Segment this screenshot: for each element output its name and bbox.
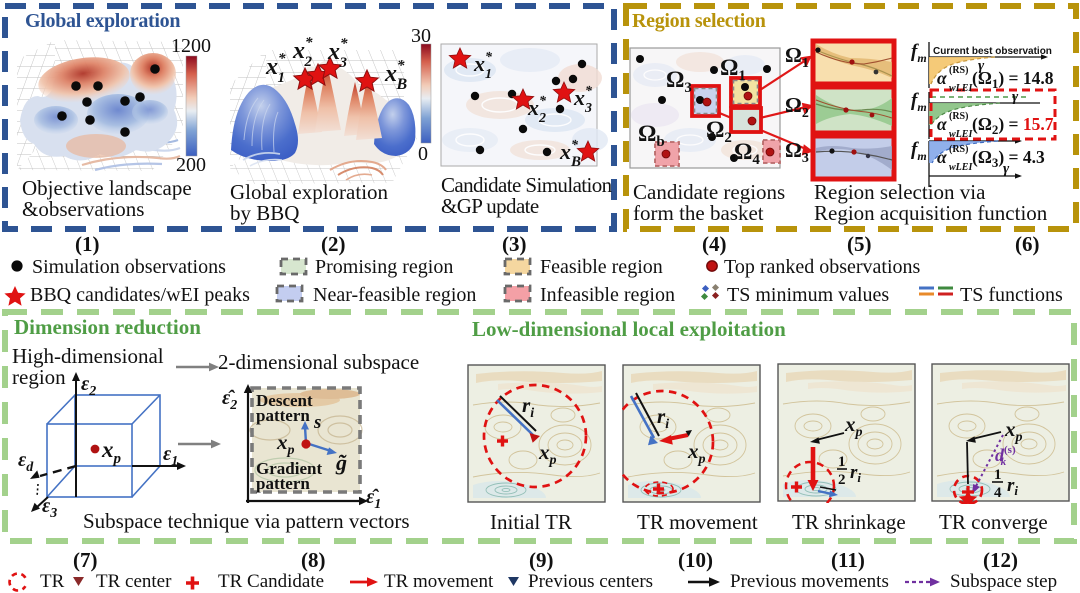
svg-text:x*3: x* 3 — [573, 84, 593, 116]
svg-text:Gradient: Gradient — [256, 459, 322, 478]
svg-text:x*B: x* B — [384, 58, 408, 93]
svg-text:x*2: x* 2 — [292, 35, 313, 70]
svg-text:g̃: g̃ — [335, 450, 347, 475]
svg-text:fm: fm — [911, 90, 927, 114]
svg-text:εd: εd — [18, 449, 34, 475]
svg-text:Descent: Descent — [256, 391, 313, 410]
svg-text:fm: fm — [911, 139, 927, 163]
svg-text:x*B: x* B — [559, 138, 581, 170]
svg-text:x*1: x* 1 — [473, 50, 493, 82]
svg-text:α(RS)wLEI(Ω3) = 4.3: α (RS) wLEI(Ω3) = 4.3 — [937, 144, 1045, 173]
svg-text:s: s — [313, 412, 321, 433]
svg-text:Ω3: Ω3 — [785, 138, 809, 166]
svg-text:fm: fm — [911, 41, 927, 65]
svg-text:4: 4 — [994, 485, 1002, 501]
svg-text:xp: xp — [101, 437, 122, 467]
svg-text:Ω2: Ω2 — [785, 93, 809, 121]
svg-text:200: 200 — [176, 154, 206, 176]
svg-text:1200: 1200 — [171, 35, 211, 57]
svg-text:x*1: x* 1 — [265, 51, 286, 86]
svg-text:Ω4: Ω4 — [734, 139, 760, 168]
svg-text:γ: γ — [1012, 89, 1019, 105]
svg-text:pattern: pattern — [256, 406, 310, 425]
svg-text:0: 0 — [418, 143, 428, 165]
svg-text:Current best observation: Current best observation — [933, 46, 1052, 57]
svg-text:γ: γ — [1003, 161, 1010, 177]
svg-text:2: 2 — [838, 472, 846, 488]
svg-text:α(RS)wLEI(Ω2) = 15.7: α (RS) wLEI(Ω2) = 15.7 — [937, 111, 1054, 140]
svg-text:1: 1 — [994, 467, 1002, 483]
svg-text:pattern: pattern — [256, 474, 310, 493]
svg-text:ri: ri — [1007, 475, 1018, 498]
svg-text:ε3: ε3 — [42, 495, 57, 521]
svg-text:ε̂2: ε̂2 — [222, 387, 237, 413]
svg-text:x*2: x* 2 — [527, 94, 547, 126]
svg-text:1: 1 — [838, 454, 846, 470]
svg-text:Ω1: Ω1 — [785, 43, 809, 71]
svg-text:γ: γ — [978, 58, 985, 74]
svg-text:ri: ri — [850, 462, 861, 485]
svg-text:x*3: x* 3 — [327, 36, 348, 71]
svg-text:30: 30 — [411, 25, 431, 47]
